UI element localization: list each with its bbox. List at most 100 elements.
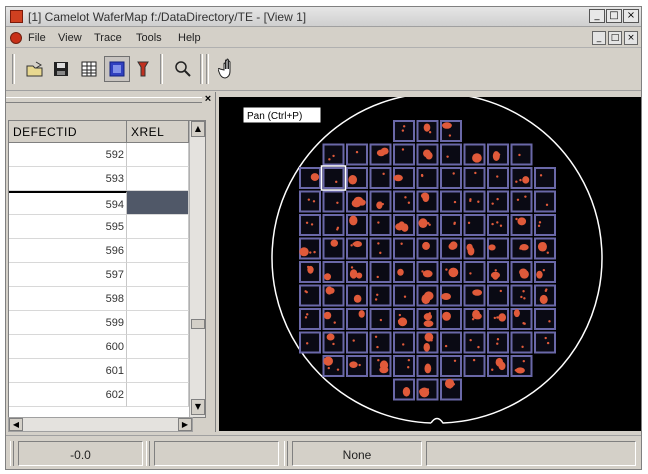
status-mode: None (292, 441, 422, 466)
defect-mark (312, 200, 316, 203)
die (299, 284, 321, 307)
defect-mark (324, 273, 332, 281)
scroll-left-icon[interactable]: ◀ (9, 418, 23, 431)
table-cell-xrel[interactable] (127, 143, 189, 167)
defect-mark (423, 342, 430, 352)
pan-button[interactable] (216, 56, 242, 82)
defect-mark (423, 149, 431, 158)
table-cell-defectid[interactable]: 598 (9, 287, 127, 311)
defect-mark (398, 221, 405, 229)
wafer-map-view[interactable]: Pan (Ctrl+P) (219, 97, 641, 431)
menu-help[interactable]: Help (178, 32, 201, 44)
defect-mark (350, 244, 353, 247)
defect-mark (397, 319, 401, 323)
table-cell-defectid[interactable]: 600 (9, 335, 127, 359)
pan-hand-icon (218, 58, 231, 79)
defect-mark (453, 242, 456, 245)
defect-mark (452, 383, 456, 386)
table-cell-defectid[interactable]: 593 (9, 167, 127, 191)
defect-mark (452, 172, 455, 175)
defect-mark (348, 175, 358, 185)
status-grip (10, 441, 14, 466)
die (346, 143, 368, 166)
defect-mark (349, 361, 358, 368)
open-button[interactable] (22, 56, 48, 82)
close-button[interactable]: × (623, 9, 639, 23)
scroll-down-icon[interactable]: ▼ (191, 399, 205, 415)
table-cell-xrel[interactable] (127, 167, 189, 191)
maximize-button[interactable]: □ (606, 9, 622, 23)
defect-mark (327, 366, 330, 370)
grid-view-button[interactable] (76, 56, 102, 82)
zoom-button[interactable] (170, 56, 196, 82)
pane-close-icon[interactable]: × (204, 93, 212, 105)
table-cell-defectid[interactable]: 594 (9, 191, 127, 215)
column-header-xrel[interactable]: XREL (127, 121, 189, 143)
defect-mark (496, 338, 500, 341)
wafer-view-button[interactable] (104, 56, 130, 82)
scroll-thumb[interactable] (191, 319, 205, 329)
table-cell-xrel[interactable] (127, 287, 189, 311)
menu-view[interactable]: View (58, 32, 82, 44)
die (416, 167, 439, 189)
scroll-up-icon[interactable]: ▲ (191, 121, 205, 137)
title-bar[interactable]: [1] Camelot WaferMap f:/DataDirectory/TE… (6, 7, 641, 27)
scroll-right-icon[interactable]: ▶ (178, 418, 192, 431)
mdi-minimize-button[interactable]: _ (592, 31, 606, 45)
table-cell-defectid[interactable]: 601 (9, 359, 127, 383)
table-cell-defectid[interactable]: 596 (9, 239, 127, 263)
table-cell-defectid[interactable]: 599 (9, 311, 127, 335)
probe-button[interactable] (130, 56, 156, 82)
table-cell-defectid[interactable]: 595 (9, 215, 127, 239)
die (534, 190, 556, 213)
toolbar-separator (206, 54, 209, 84)
defect-mark (518, 153, 521, 157)
defect-mark (400, 242, 403, 245)
app-window-icon[interactable] (10, 10, 23, 23)
table-cell-xrel[interactable] (127, 383, 189, 407)
table-cell-xrel[interactable] (127, 215, 189, 239)
table-cell-defectid[interactable]: 597 (9, 263, 127, 287)
table-cell-xrel[interactable] (127, 359, 189, 383)
table-cell-xrel[interactable] (127, 191, 189, 215)
column-header-defectid[interactable]: DEFECTID (9, 121, 127, 143)
minimize-button[interactable]: _ (589, 9, 605, 23)
die (463, 214, 486, 236)
table-cell-xrel[interactable] (127, 239, 189, 263)
defect-mark (352, 242, 355, 246)
die (463, 167, 486, 189)
table-cell-xrel[interactable] (127, 263, 189, 287)
menu-bar: File View Trace Tools Help _ □ × (6, 28, 641, 48)
save-button[interactable] (48, 56, 74, 82)
wafer-map-canvas[interactable]: Pan (Ctrl+P) (219, 97, 641, 431)
defect-mark (401, 129, 405, 132)
defect-mark (517, 217, 527, 226)
defect-mark (382, 172, 385, 176)
defect-mark (522, 176, 530, 184)
mdi-close-button[interactable]: × (624, 31, 638, 45)
defect-mark (304, 316, 308, 319)
mdi-restore-button[interactable]: □ (608, 31, 622, 45)
table-cell-xrel[interactable] (127, 311, 189, 335)
defect-mark (421, 270, 424, 273)
table-cell-defectid[interactable]: 592 (9, 143, 127, 167)
defect-mark (469, 272, 472, 275)
defect-mark (421, 294, 431, 305)
menu-tools[interactable]: Tools (136, 32, 162, 44)
menu-trace[interactable]: Trace (94, 32, 122, 44)
table-cell-defectid[interactable]: 602 (9, 383, 127, 407)
table-cell-xrel[interactable] (127, 335, 189, 359)
defect-mark (374, 335, 378, 338)
die (393, 284, 415, 307)
die (463, 190, 486, 213)
die (299, 214, 321, 236)
defect-mark (403, 295, 407, 298)
menu-file[interactable]: File (28, 32, 46, 44)
die (393, 143, 415, 166)
document-control-icon[interactable] (10, 32, 22, 44)
table-vertical-scrollbar[interactable]: ▲ ▼ (189, 121, 205, 417)
defect-mark (548, 320, 551, 323)
defect-mark (472, 153, 482, 163)
defect-mark (355, 150, 359, 154)
table-horizontal-scrollbar[interactable]: ◀ ▶ (8, 417, 193, 432)
